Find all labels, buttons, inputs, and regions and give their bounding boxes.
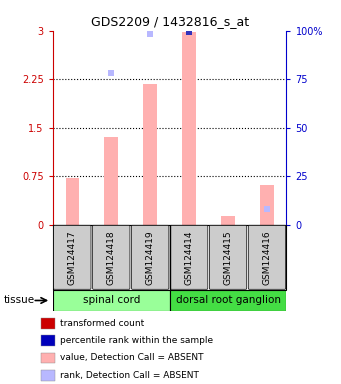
Bar xyxy=(143,84,157,225)
Text: GDS2209 / 1432816_s_at: GDS2209 / 1432816_s_at xyxy=(91,15,250,28)
FancyBboxPatch shape xyxy=(54,225,91,289)
Bar xyxy=(170,290,286,311)
FancyBboxPatch shape xyxy=(248,225,286,289)
FancyBboxPatch shape xyxy=(92,225,130,289)
Text: GSM124414: GSM124414 xyxy=(184,230,194,285)
Text: GSM124417: GSM124417 xyxy=(68,230,77,285)
Text: spinal cord: spinal cord xyxy=(83,295,140,306)
FancyBboxPatch shape xyxy=(209,225,247,289)
Text: tissue: tissue xyxy=(3,295,34,306)
Text: GSM124416: GSM124416 xyxy=(263,230,271,285)
Bar xyxy=(221,215,235,225)
FancyBboxPatch shape xyxy=(132,225,169,289)
Text: GSM124415: GSM124415 xyxy=(224,230,233,285)
Text: GSM124419: GSM124419 xyxy=(146,230,155,285)
Text: rank, Detection Call = ABSENT: rank, Detection Call = ABSENT xyxy=(60,371,198,380)
Bar xyxy=(104,137,118,225)
Bar xyxy=(65,178,79,225)
FancyBboxPatch shape xyxy=(170,225,208,289)
Bar xyxy=(260,185,274,225)
Text: transformed count: transformed count xyxy=(60,319,144,328)
Bar xyxy=(182,32,196,225)
Text: value, Detection Call = ABSENT: value, Detection Call = ABSENT xyxy=(60,354,203,362)
Text: GSM124418: GSM124418 xyxy=(107,230,116,285)
Bar xyxy=(53,290,170,311)
Text: dorsal root ganglion: dorsal root ganglion xyxy=(176,295,281,306)
Text: percentile rank within the sample: percentile rank within the sample xyxy=(60,336,213,345)
